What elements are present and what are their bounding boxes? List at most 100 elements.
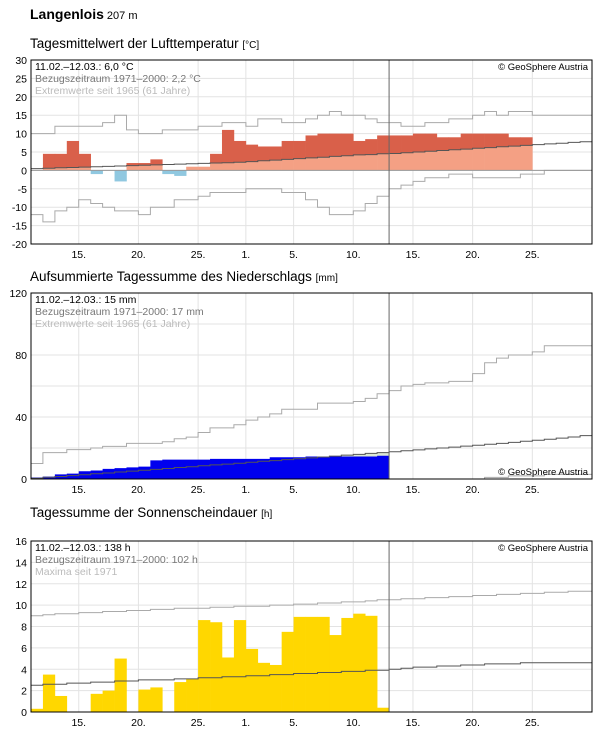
sunshine-bar [353,613,366,712]
temperature-bar-above-normal [341,133,354,156]
temperature-bar [341,155,354,171]
precipitation-chart-title: Aufsummierte Tagessumme des Niederschlag… [30,269,338,284]
temperature-bar [305,157,318,171]
temperature-bar-above-normal [329,133,342,157]
temperature-bar-above-normal [508,137,521,147]
y-tick-label: 10 [15,129,27,141]
temperature-bar-above-normal [412,133,426,152]
y-tick-label: 80 [15,350,27,362]
temperature-bar [293,158,306,171]
y-tick-label: 30 [15,55,27,67]
temperature-bar-above-normal [126,163,139,166]
temperature-bar [186,166,199,171]
y-tick-label: -10 [12,202,27,214]
copyright-label: © GeoSphere Austria [498,543,589,554]
temperature-bar [389,153,402,171]
sunshine-bar [281,631,294,712]
temperature-bar-above-normal [353,140,366,155]
precipitation-max-line [31,345,592,464]
precipitation-observed-area [31,455,390,479]
temperature-bar [233,162,247,171]
temperature-bar [448,149,462,171]
info-extremes-note: Maxima seit 1971 [35,566,117,578]
info-period-value: 11.02.–12.03.: 138 h [35,542,131,554]
sunshine-bar [305,616,318,712]
y-tick-label: 8 [21,622,27,634]
temperature-min-extreme-line [31,169,592,223]
sunshine-bar [198,620,211,712]
x-tick-label: 25. [191,717,206,729]
plot-frame [30,540,593,713]
sunshine-chart-title: Tagessumme der Sonnenscheindauer [h] [30,505,272,520]
sunshine-bar [365,615,378,712]
x-tick-label: 5. [289,717,298,729]
temperature-bar-above-normal [472,133,485,149]
temperature-max-extreme-line [31,111,592,135]
x-tick-label: 1. [241,717,250,729]
sunshine-bar [114,658,127,712]
sunshine-bar [329,635,342,712]
temperature-bar [424,151,438,171]
temperature-bar-above-normal [210,153,223,164]
temperature-bar [365,154,378,171]
temperature-bar [329,156,342,171]
x-tick-label: 25. [525,717,540,729]
y-tick-label: -5 [18,184,27,196]
temperature-bar [198,166,211,171]
temperature-bar-above-normal [377,135,390,154]
sunshine-bar [210,622,223,712]
info-extremes-note: Extremwerte seit 1965 (61 Jahre) [35,85,190,97]
x-tick-label: 20. [465,717,480,729]
y-tick-label: 4 [21,664,27,676]
temperature-bar-above-normal [520,137,533,146]
x-tick-label: 15. [406,484,421,496]
temperature-chart: -20 -15 -10 -5 0 5 10 15 20 25 30 15. 20. 25. 1. 5. 10. 1… [12,55,593,261]
x-tick-label: 1. [241,484,250,496]
sunshine-bar [221,657,235,712]
info-period-value: 11.02.–12.03.: 15 mm [35,294,137,306]
temperature-bar-above-normal [401,135,414,153]
temperature-bar [257,160,271,171]
sunshine-bar [174,682,187,712]
temperature-bar-above-normal [42,153,56,169]
y-tick-label: -15 [12,221,27,233]
temperature-bar [472,148,485,171]
temperature-bar-above-normal [293,140,306,159]
temperature-bar-above-normal [460,133,473,150]
x-tick-label: 15. [71,484,86,496]
x-tick-label: 20. [131,717,146,729]
y-tick-label: 40 [15,412,27,424]
y-tick-label: 12 [15,579,27,591]
info-reference-value: Bezugszeitraum 1971–2000: 2,2 °C [35,73,201,85]
temperature-bar [78,167,91,171]
temperature-bar-above-normal [484,133,497,148]
x-tick-label: 20. [465,249,480,261]
temperature-bar [210,163,223,171]
y-tick-label: 16 [15,536,27,548]
temperature-bar [353,154,366,171]
temperature-title-text: Tagesmittelwert der Lufttemperatur [30,36,239,51]
y-tick-label: 0 [21,474,27,486]
sunshine-bar [138,689,151,712]
temperature-bar-below-zero [162,170,175,175]
temperature-bar-above-normal [257,146,271,161]
x-tick-label: 25. [191,484,206,496]
sunshine-bar [269,664,282,712]
sunshine-bar [186,678,199,712]
x-tick-label: 20. [131,484,146,496]
plot-frame [30,59,593,245]
temperature-bar-above-normal [436,137,450,151]
info-extremes-note: Extremwerte seit 1965 (61 Jahre) [35,318,190,330]
temperature-bar-above-normal [496,133,509,147]
precipitation-unit: [mm] [315,273,338,284]
temperature-bar-above-normal [269,146,282,161]
x-tick-label: 25. [525,249,540,261]
temperature-bar-above-normal [78,153,91,168]
y-tick-label: 25 [15,73,27,85]
x-tick-label: 15. [406,249,421,261]
x-tick-label: 15. [406,717,421,729]
sunshine-bar [257,662,271,712]
temperature-bar [42,168,56,171]
y-tick-label: 6 [21,643,27,655]
